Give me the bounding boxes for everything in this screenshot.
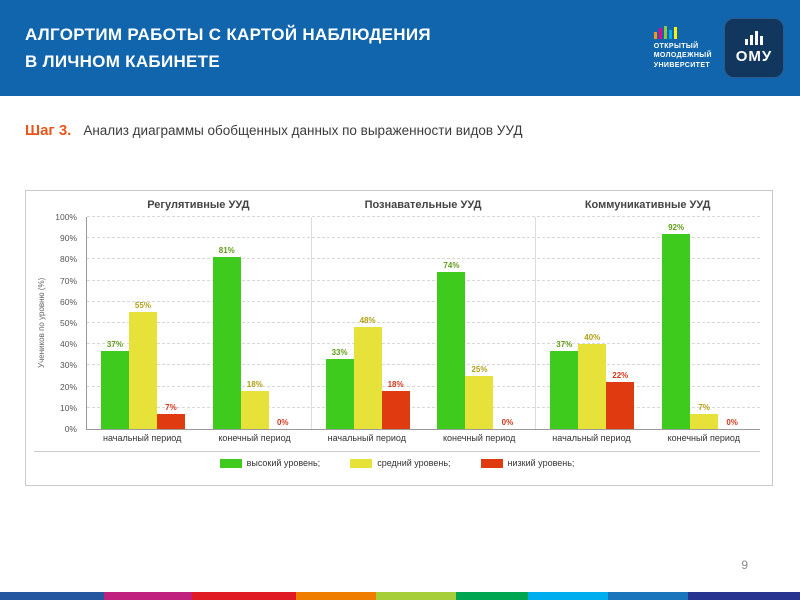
bar-value-label: 81% [218, 246, 235, 256]
bar: 74% [437, 261, 466, 429]
bar-value-label: 25% [471, 365, 488, 374]
org-line-3: УНИВЕРСИТЕТ [653, 61, 711, 69]
bar-value-label: 40% [584, 333, 601, 343]
y-tick-label: 60% [59, 296, 77, 307]
bar-value-label: 55% [134, 301, 151, 311]
org-line-1: ОТКРЫТЫЙ [653, 43, 699, 51]
step-text: Анализ диаграммы обобщенных данных по вы… [83, 123, 523, 138]
legend-swatch [480, 458, 503, 468]
y-tick-label: 70% [59, 275, 77, 286]
bar-value-label: 0% [726, 418, 738, 427]
panel-title: Коммуникативные УУД [584, 199, 711, 211]
chart: Регулятивные УУД Познавательные УУД Коммун… [25, 190, 773, 486]
bar: 7% [156, 403, 185, 429]
y-tick-label: 10% [59, 402, 77, 413]
legend-swatch [219, 458, 242, 468]
chart-panel: 37% 40% 22% 92% 7% 0% [535, 217, 760, 429]
legend-item: высокий уровень; [219, 458, 321, 468]
bar-value-label: 0% [276, 418, 289, 427]
omu-bars-icon [745, 31, 763, 45]
bar-value-label: 37% [556, 339, 573, 349]
bar: 37% [100, 340, 129, 429]
bar: 92% [662, 223, 691, 429]
bar-group: 37% 55% 7% [87, 217, 199, 429]
plot-zone: Учеников по уровню (%) 0% 10% 20% 30% 40% 50%… [37, 212, 760, 434]
panel-title: Регулятивные УУД [147, 199, 250, 211]
step-label: Шаг 3. [25, 122, 72, 139]
bar: 48% [353, 316, 382, 429]
bar: 25% [465, 365, 494, 429]
equalizer-icon [653, 26, 712, 40]
bar-value-label: 92% [668, 222, 685, 232]
plot-area: 37% 55% 7% 81% 18% 0% 33% 48% 18% 74% 25% 0% 37% 40% 2… [87, 217, 760, 429]
bar-value-label: 18% [387, 379, 404, 389]
bar: 18% [240, 380, 269, 429]
chart-panel-titles: Регулятивные УУД Познавательные УУД Коммун… [86, 199, 760, 211]
y-tick-label: 50% [59, 318, 77, 328]
legend-label: средний уровень; [377, 458, 451, 468]
bar-group: 74% 25% 0% [424, 217, 536, 429]
bar: 37% [550, 340, 579, 429]
bar-value-label: 7% [698, 403, 710, 413]
chart-panel: 37% 55% 7% 81% 18% 0% [87, 217, 311, 429]
step-row: Шаг 3. Анализ диаграммы обобщенных данных… [25, 122, 775, 140]
legend-swatch [350, 458, 373, 468]
bar-value-label: 74% [443, 261, 460, 271]
bar: 55% [128, 301, 157, 429]
omu-logo: ОМУ [724, 18, 784, 78]
bar-group: 92% 7% 0% [648, 217, 760, 429]
x-axis-label: начальный период [102, 433, 182, 443]
bar-value-label: 48% [359, 316, 376, 326]
bar: 81% [212, 246, 241, 429]
x-axis-label: конечный период [218, 433, 291, 443]
bar-value-label: 7% [165, 403, 177, 413]
x-axis-label: конечный период [667, 433, 740, 443]
page-number: 9 [741, 558, 748, 572]
y-tick-label: 30% [59, 360, 77, 371]
bar-group: 37% 40% 22% [536, 217, 648, 429]
x-axis-label: начальный период [552, 433, 631, 443]
legend-item: низкий уровень; [480, 458, 575, 468]
title-line-2: В ЛИЧНОМ КАБИНЕТЕ [25, 52, 221, 71]
y-tick-label: 20% [59, 381, 77, 392]
bar-group: 33% 48% 18% [312, 217, 424, 429]
bar: 18% [381, 380, 410, 429]
legend: высокий уровень; средний уровень; низкий у… [34, 451, 760, 468]
chart-panel: 33% 48% 18% 74% 25% 0% [310, 217, 536, 429]
bar-value-label: 18% [246, 379, 263, 389]
panel-title: Познавательные УУД [364, 199, 482, 211]
y-tick-label: 80% [59, 254, 77, 265]
bottom-color-strip [0, 592, 800, 600]
logo: ОТКРЫТЫЙ МОЛОДЕЖНЫЙ УНИВЕРСИТЕТ ОМУ [653, 18, 784, 78]
x-axis-label: начальный период [327, 433, 406, 443]
header: АЛГОРТИМ РАБОТЫ С КАРТОЙ НАБЛЮДЕНИЯ В ЛИ… [0, 0, 800, 96]
legend-item: средний уровень; [350, 458, 451, 468]
page-title: АЛГОРТИМ РАБОТЫ С КАРТОЙ НАБЛЮДЕНИЯ В ЛИ… [25, 21, 431, 75]
bar-value-label: 22% [612, 371, 629, 381]
bar: 40% [578, 333, 607, 429]
logo-org-text: ОТКРЫТЫЙ МОЛОДЕЖНЫЙ УНИВЕРСИТЕТ [653, 26, 712, 69]
x-axis-label: конечный период [442, 433, 516, 443]
omu-logo-text: ОМУ [735, 48, 773, 65]
bar: 7% [690, 403, 719, 429]
y-tick-label: 90% [59, 233, 77, 244]
bar-value-label: 0% [501, 418, 514, 427]
y-axis-ticks: 0% 10% 20% 30% 40% 50% 60% 70% 80% 90% 100% [45, 212, 81, 434]
legend-label: высокий уровень; [246, 458, 321, 468]
y-tick-label: 100% [55, 212, 77, 222]
org-line-2: МОЛОДЕЖНЫЙ [653, 52, 712, 60]
title-line-1: АЛГОРТИМ РАБОТЫ С КАРТОЙ НАБЛЮДЕНИЯ [25, 25, 431, 44]
x-axis-labels: начальный период конечный период начальный… [86, 433, 760, 443]
bar-value-label: 37% [106, 339, 123, 349]
bar: 22% [606, 371, 635, 429]
bar-value-label: 33% [331, 348, 348, 358]
y-tick-label: 40% [59, 339, 77, 350]
bar-group: 81% 18% 0% [199, 217, 311, 429]
bar: 33% [325, 348, 354, 429]
legend-label: низкий уровень; [507, 458, 575, 468]
y-tick-label: 0% [64, 424, 77, 434]
